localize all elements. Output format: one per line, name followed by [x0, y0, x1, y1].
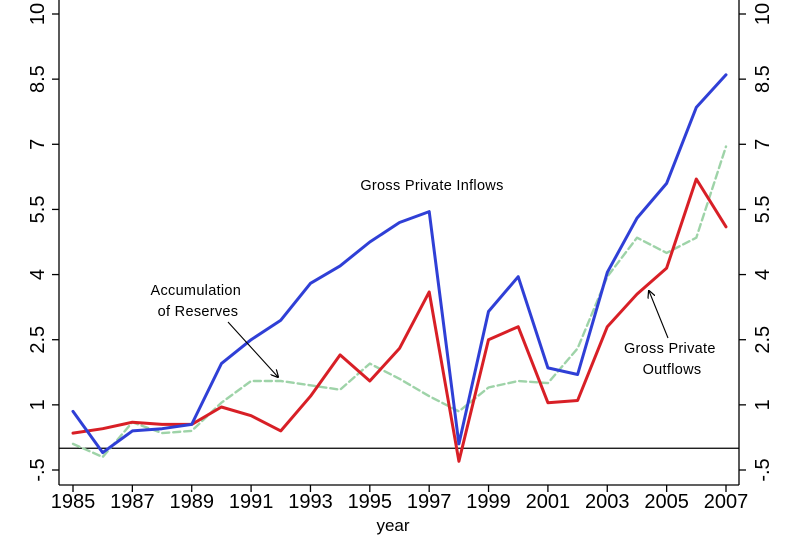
series-line-gross-private-inflows	[71, 73, 728, 455]
annotation-reserves-line-1: Accumulation	[151, 283, 242, 299]
y-tick-label-right: 10	[752, 3, 774, 25]
y-tick-label-right: 1	[752, 399, 774, 410]
x-tick-label: 1985	[51, 491, 96, 513]
annotation-reserves-line-2: of Reserves	[158, 304, 239, 320]
annotation-reserves: Accumulation of Reserves	[151, 283, 246, 320]
y-tick-label-right: 7	[752, 139, 774, 150]
x-tick-label: 1997	[407, 491, 452, 513]
annotation-inflows: Gross Private Inflows	[360, 178, 503, 194]
annotation-reserves-arrow	[227, 321, 278, 377]
y-tick-label-right: 4	[752, 269, 774, 280]
y-axis-left-ticks: -.5 1 2.5 4 5.5 7 8.5 10	[27, 3, 59, 482]
y-tick-label-right: 5.5	[752, 196, 774, 224]
y-tick-label-right: 2.5	[752, 326, 774, 354]
annotation-outflows-line-1: Gross Private	[624, 341, 716, 357]
x-axis-label: year	[376, 516, 409, 535]
y-tick-label-left: 8.5	[27, 65, 49, 93]
y-tick-label-left: 5.5	[27, 196, 49, 224]
x-tick-label: 1995	[348, 491, 393, 513]
y-tick-label-right: 8.5	[752, 65, 774, 93]
x-tick-label: 2007	[704, 491, 749, 513]
annotation-outflows-arrow	[649, 291, 669, 339]
annotation-outflows: Gross Private Outflows	[624, 341, 720, 378]
y-tick-label-left: 4	[27, 269, 49, 280]
y-tick-label-left: 7	[27, 139, 49, 150]
annotation-outflows-line-2: Outflows	[643, 362, 702, 378]
y-tick-label-left: -.5	[27, 458, 49, 481]
plot-area	[59, 0, 739, 485]
x-tick-label: 2001	[526, 491, 571, 513]
y-tick-label-left: 1	[27, 399, 49, 410]
series-layer	[71, 73, 728, 463]
x-tick-label: 2003	[585, 491, 630, 513]
y-axis-right-ticks: -.5 1 2.5 4 5.5 7 8.5 10	[739, 3, 774, 482]
x-tick-label: 1987	[110, 491, 155, 513]
x-tick-label: 2005	[644, 491, 689, 513]
x-tick-label: 1991	[229, 491, 274, 513]
x-tick-label: 1989	[169, 491, 214, 513]
x-axis-ticks: 1985 1987 1989 1991 1993 1995 1997 1999 2001 2003…	[51, 485, 749, 513]
x-tick-label: 1993	[288, 491, 333, 513]
y-tick-label-left: 10	[27, 3, 49, 25]
y-tick-label-right: -.5	[752, 458, 774, 481]
x-tick-label: 1999	[466, 491, 511, 513]
y-tick-label-left: 2.5	[27, 326, 49, 354]
series-line-accumulation-of-reserves	[71, 145, 728, 459]
